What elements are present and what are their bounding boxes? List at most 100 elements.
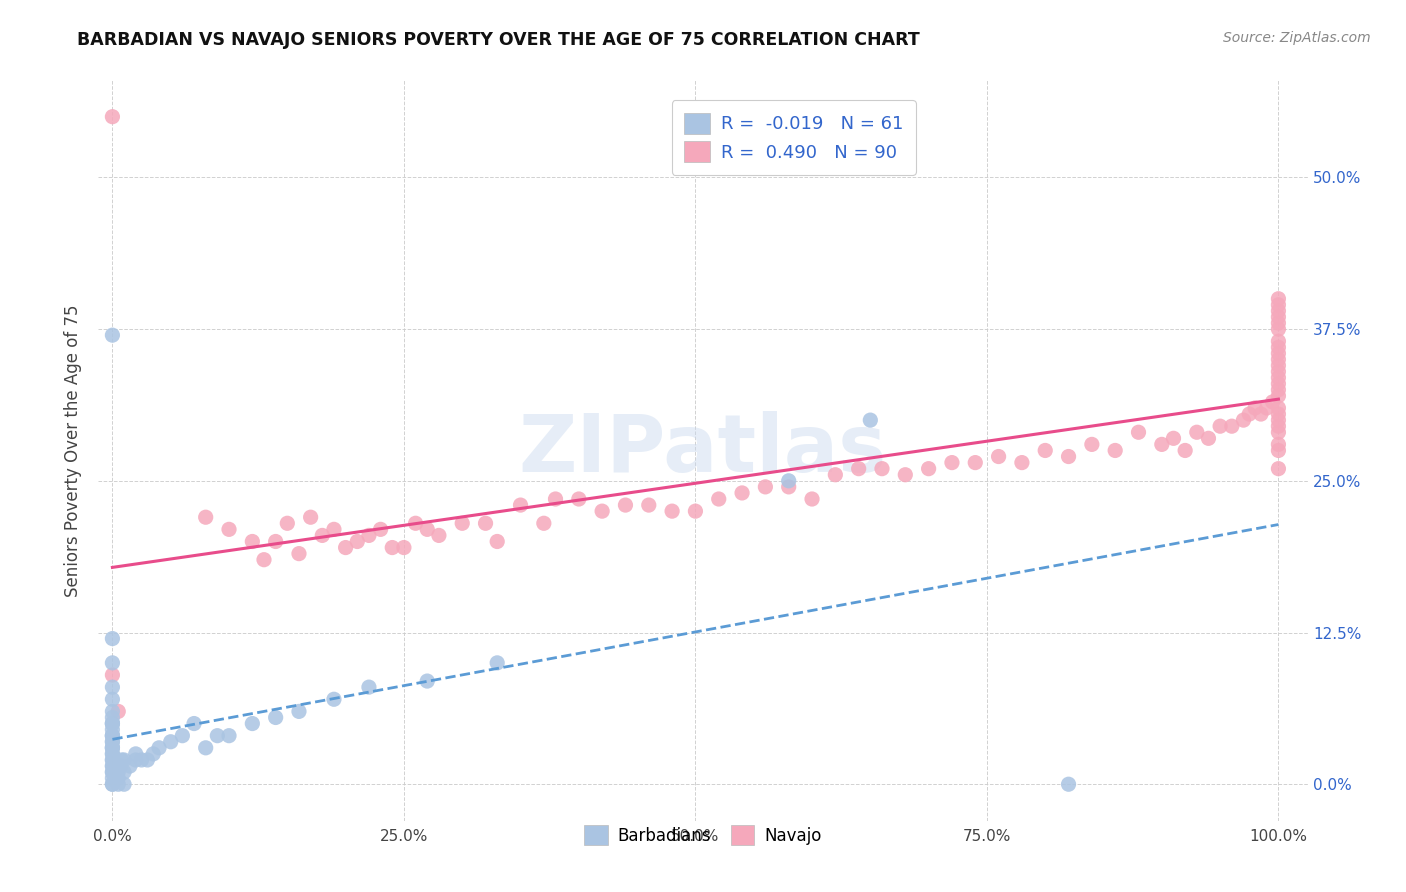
Point	[427, 528, 450, 542]
Point	[1057, 450, 1080, 464]
Point	[112, 765, 135, 780]
Point	[1267, 413, 1289, 427]
Point	[1267, 322, 1289, 336]
Point	[1267, 352, 1289, 367]
Point	[451, 516, 474, 531]
Point	[101, 735, 124, 749]
Point	[474, 516, 496, 531]
Point	[142, 747, 165, 761]
Point	[509, 498, 531, 512]
Point	[118, 759, 141, 773]
Point	[1267, 407, 1289, 421]
Point	[381, 541, 404, 555]
Point	[101, 632, 124, 646]
Point	[101, 723, 124, 737]
Point	[1232, 413, 1254, 427]
Point	[101, 777, 124, 791]
Y-axis label: Seniors Poverty Over the Age of 75: Seniors Poverty Over the Age of 75	[65, 304, 83, 597]
Point	[125, 753, 148, 767]
Point	[1267, 383, 1289, 397]
Point	[240, 534, 263, 549]
Point	[101, 759, 124, 773]
Point	[1128, 425, 1150, 440]
Point	[207, 729, 229, 743]
Point	[101, 729, 124, 743]
Point	[405, 516, 427, 531]
Point	[801, 491, 824, 506]
Text: ZIPatlas: ZIPatlas	[519, 411, 887, 490]
Point	[112, 777, 135, 791]
Point	[111, 753, 134, 767]
Point	[107, 705, 129, 719]
Point	[1267, 389, 1289, 403]
Point	[1104, 443, 1126, 458]
Point	[131, 753, 153, 767]
Point	[859, 413, 882, 427]
Point	[370, 522, 392, 536]
Point	[754, 480, 776, 494]
Point	[172, 729, 194, 743]
Point	[101, 740, 124, 755]
Point	[731, 486, 754, 500]
Point	[101, 765, 124, 780]
Point	[416, 674, 439, 689]
Point	[1250, 407, 1272, 421]
Point	[1256, 401, 1278, 415]
Point	[1267, 376, 1289, 391]
Point	[965, 456, 987, 470]
Point	[941, 456, 963, 470]
Point	[218, 522, 240, 536]
Point	[101, 656, 124, 670]
Point	[591, 504, 613, 518]
Point	[1267, 370, 1289, 384]
Point	[148, 740, 170, 755]
Point	[1267, 340, 1289, 354]
Point	[288, 547, 311, 561]
Point	[101, 740, 124, 755]
Point	[253, 552, 276, 566]
Point	[194, 510, 217, 524]
Point	[1267, 292, 1289, 306]
Point	[707, 491, 730, 506]
Text: BARBADIAN VS NAVAJO SENIORS POVERTY OVER THE AGE OF 75 CORRELATION CHART: BARBADIAN VS NAVAJO SENIORS POVERTY OVER…	[77, 31, 920, 49]
Point	[101, 753, 124, 767]
Point	[101, 716, 124, 731]
Point	[323, 692, 346, 706]
Point	[101, 716, 124, 731]
Point	[335, 541, 357, 555]
Point	[107, 765, 129, 780]
Point	[1220, 419, 1243, 434]
Point	[101, 668, 124, 682]
Point	[848, 461, 870, 475]
Point	[101, 110, 124, 124]
Point	[1150, 437, 1173, 451]
Point	[392, 541, 415, 555]
Point	[101, 735, 124, 749]
Point	[1267, 401, 1289, 415]
Point	[1261, 395, 1284, 409]
Point	[568, 491, 591, 506]
Point	[276, 516, 298, 531]
Point	[101, 692, 124, 706]
Point	[264, 710, 287, 724]
Point	[637, 498, 659, 512]
Point	[544, 491, 567, 506]
Point	[1011, 456, 1033, 470]
Point	[107, 771, 129, 785]
Point	[533, 516, 555, 531]
Point	[1244, 401, 1267, 415]
Point	[357, 680, 380, 694]
Point	[101, 765, 124, 780]
Point	[917, 461, 939, 475]
Point	[110, 759, 132, 773]
Point	[1198, 431, 1220, 445]
Point	[1267, 443, 1289, 458]
Point	[486, 656, 509, 670]
Point	[1185, 425, 1208, 440]
Point	[1267, 334, 1289, 349]
Point	[299, 510, 322, 524]
Point	[1163, 431, 1185, 445]
Point	[1267, 365, 1289, 379]
Point	[264, 534, 287, 549]
Point	[323, 522, 346, 536]
